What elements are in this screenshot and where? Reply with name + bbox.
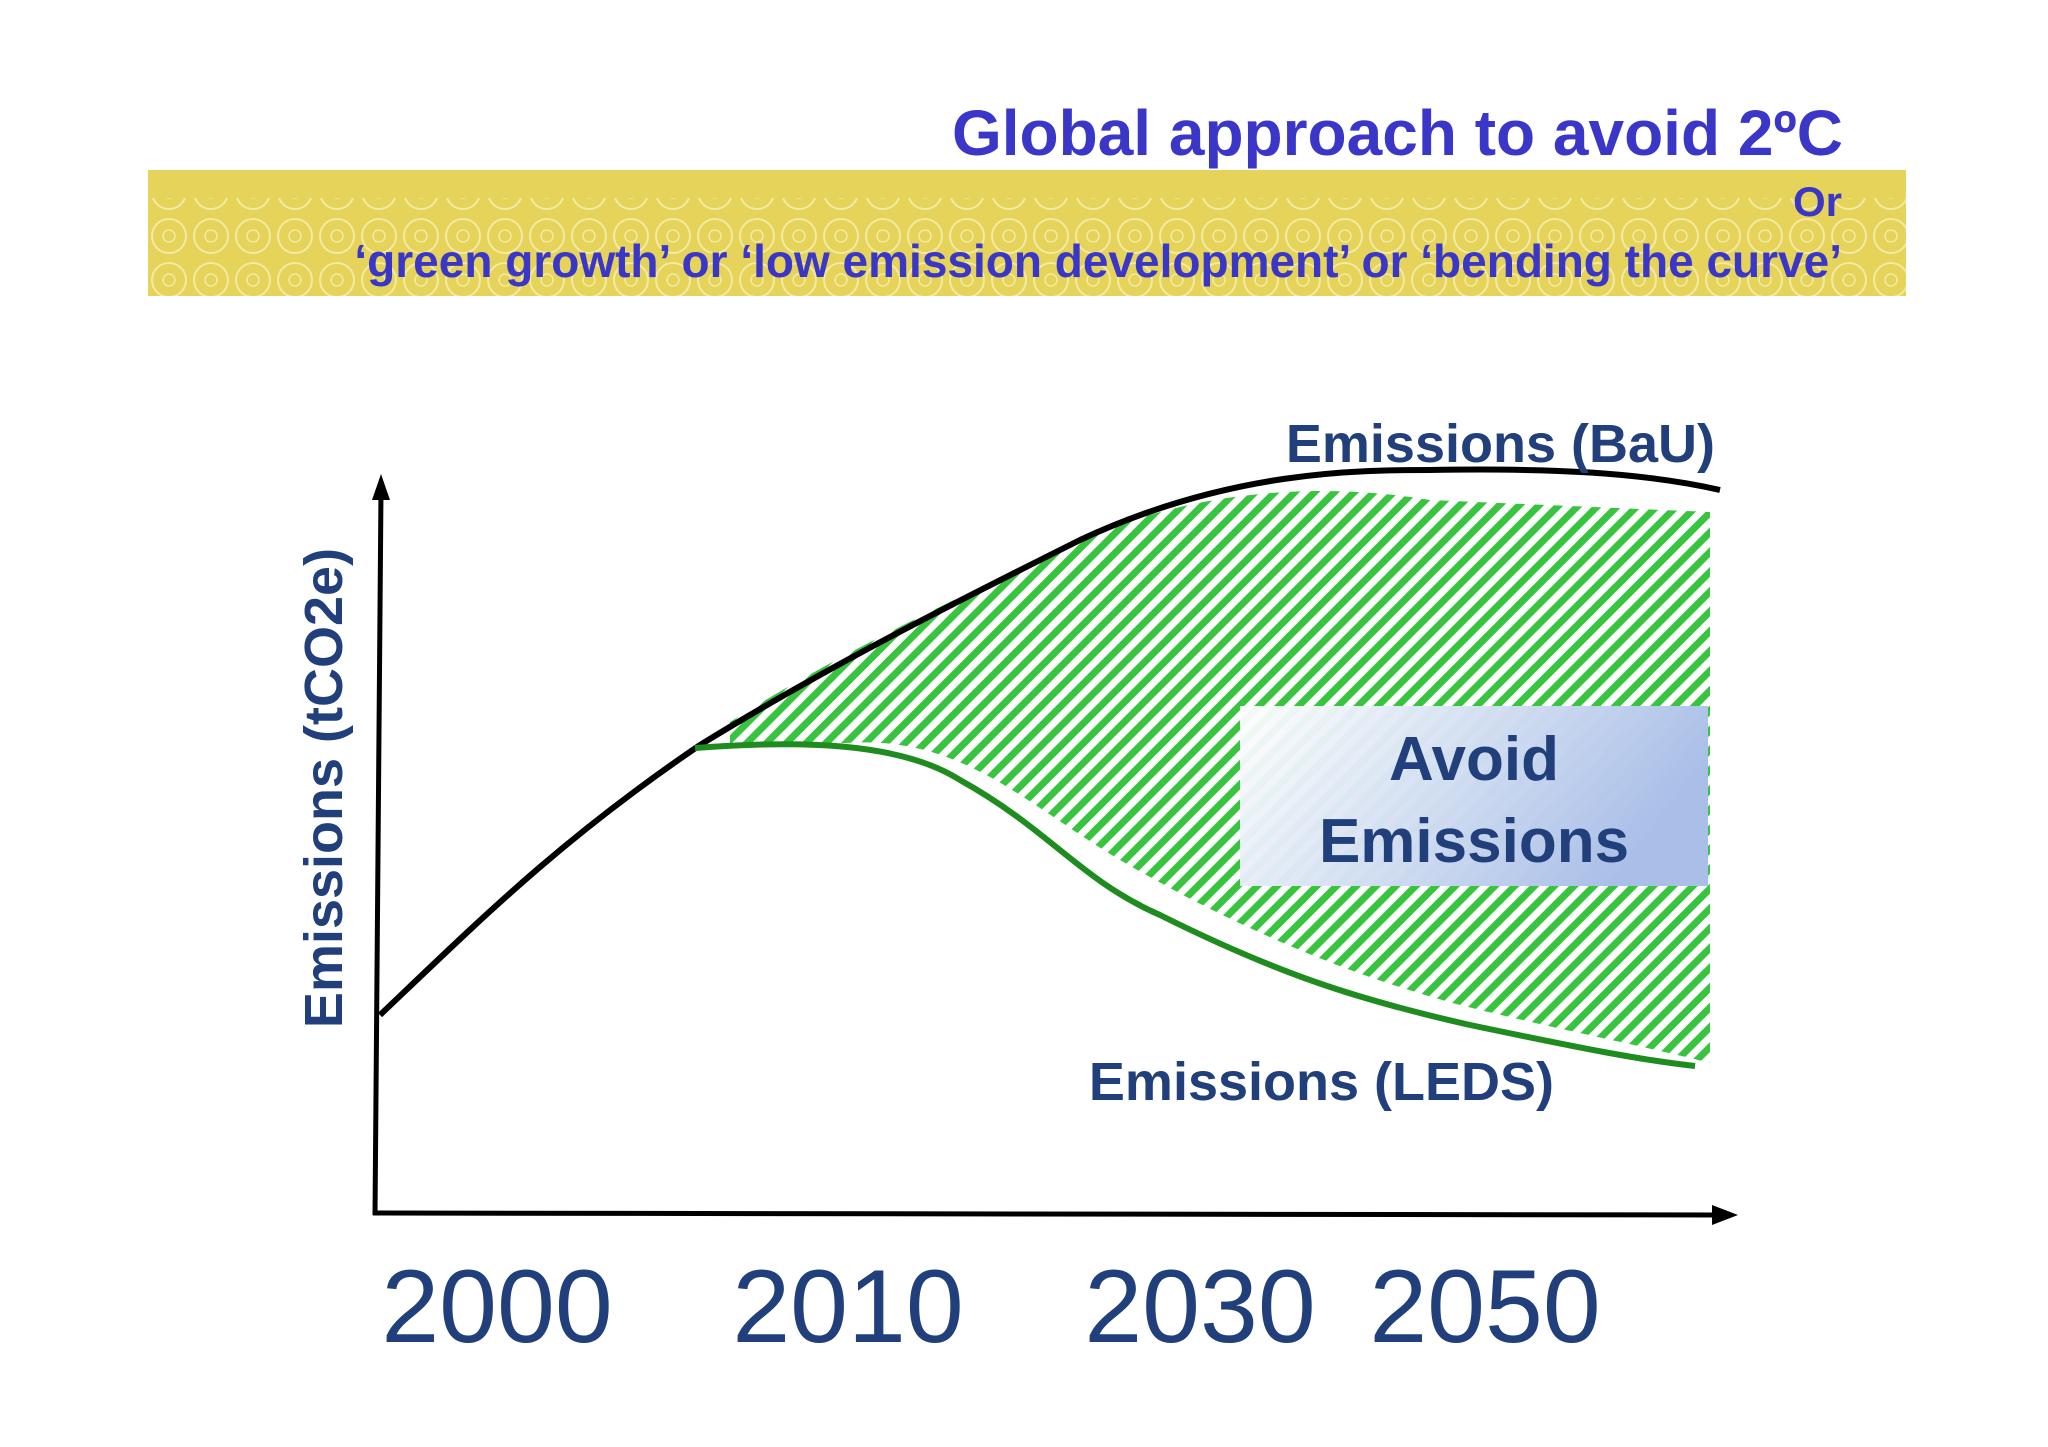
- banner-or: Or: [1792, 178, 1842, 225]
- x-axis-arrow: [1712, 1205, 1738, 1225]
- bau-label: Emissions (BaU): [1286, 414, 1715, 474]
- avoided-emissions-area: [730, 491, 1710, 1063]
- x-tick-2010: 2010: [732, 1249, 963, 1365]
- y-axis-label: Emissions (tCO2e): [294, 548, 354, 1028]
- avoid-label-line2: Emissions: [1319, 807, 1629, 876]
- bau-curve: [377, 466, 1721, 1018]
- y-axis-arrow: [372, 474, 390, 500]
- leds-label: Emissions (LEDS): [1089, 1052, 1554, 1112]
- avoid-label-line1: Avoid: [1389, 725, 1559, 794]
- banner-pattern: [148, 198, 1906, 296]
- x-tick-2050: 2050: [1369, 1249, 1600, 1365]
- banner-subtitle: ‘green growth’ or ‘low emission developm…: [354, 235, 1842, 287]
- avoid-emissions-box: [1240, 706, 1708, 886]
- x-tick-2000: 2000: [381, 1249, 612, 1365]
- x-axis: [372, 1210, 1721, 1218]
- leds-curve: [694, 741, 1696, 1069]
- x-tick-2030: 2030: [1084, 1249, 1315, 1365]
- slide-title: Global approach to avoid 2ºC: [951, 97, 1843, 169]
- subtitle-banner: Or ‘green growth’ or ‘low emission devel…: [148, 170, 1906, 296]
- y-axis: [372, 489, 384, 1216]
